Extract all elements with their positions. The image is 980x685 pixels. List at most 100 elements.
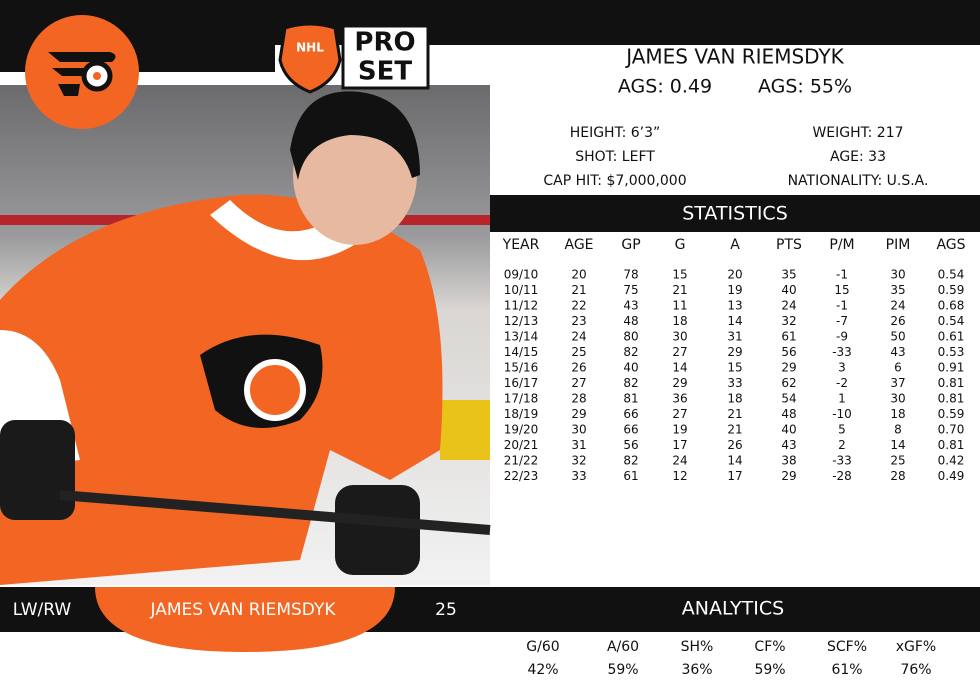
- stat-cell: 56: [623, 438, 638, 452]
- stat-cell: 0.81: [938, 376, 965, 390]
- player-name: JAMES VAN RIEMSDYK: [624, 45, 844, 69]
- league-logo-text: NHL: [296, 41, 324, 55]
- stat-cell: 36: [672, 392, 687, 406]
- stat-cell: 82: [623, 376, 638, 390]
- analytics-value: 42%: [527, 662, 558, 678]
- stat-cell: 0.91: [938, 361, 965, 375]
- stat-cell: 25: [571, 345, 586, 359]
- stat-cell: 24: [672, 454, 687, 468]
- stat-cell: 15: [672, 268, 687, 282]
- stat-cell: 23: [571, 314, 586, 328]
- stat-cell: 27: [672, 407, 687, 421]
- stat-header: AGS: [936, 237, 965, 253]
- stat-cell: 38: [781, 454, 796, 468]
- analytics-value: 36%: [681, 662, 712, 678]
- stat-header: G: [675, 237, 686, 253]
- stat-cell: 14: [672, 361, 687, 375]
- stat-cell: 32: [571, 454, 586, 468]
- analytics-value: 59%: [607, 662, 638, 678]
- stat-cell: 30: [890, 392, 905, 406]
- stat-cell: 27: [672, 345, 687, 359]
- stat-cell: 82: [623, 454, 638, 468]
- stat-cell: 30: [571, 423, 586, 437]
- stat-cell: 0.59: [938, 283, 965, 297]
- stat-cell: 26: [890, 314, 905, 328]
- stat-cell: 19/20: [504, 423, 539, 437]
- stat-cell: 31: [571, 438, 586, 452]
- stat-cell: 40: [623, 361, 638, 375]
- stat-cell: 62: [781, 376, 796, 390]
- stat-cell: 50: [890, 330, 905, 344]
- stat-cell: 13: [727, 299, 742, 313]
- stat-header: YEAR: [502, 237, 540, 253]
- stat-header: AGE: [564, 237, 593, 253]
- stat-cell: 20/21: [504, 438, 539, 452]
- stat-cell: 17: [727, 469, 742, 483]
- stat-cell: 54: [781, 392, 796, 406]
- stat-cell: 21/22: [504, 454, 539, 468]
- stat-cell: 0.70: [938, 423, 965, 437]
- proset-logo: NHL PRO SET: [278, 22, 430, 94]
- stat-cell: 0.68: [938, 299, 965, 313]
- stat-cell: 35: [890, 283, 905, 297]
- stat-cell: 2: [838, 438, 846, 452]
- stat-cell: 14: [727, 454, 742, 468]
- stat-cell: 12/13: [504, 314, 539, 328]
- stat-cell: 26: [727, 438, 742, 452]
- stat-cell: -2: [836, 376, 848, 390]
- stat-cell: -1: [836, 299, 848, 313]
- stat-cell: 21: [672, 283, 687, 297]
- stat-cell: 56: [781, 345, 796, 359]
- stat-header: PTS: [776, 237, 802, 253]
- stat-cell: 66: [623, 407, 638, 421]
- stat-cell: 30: [890, 268, 905, 282]
- statistics-title: STATISTICS: [682, 203, 788, 225]
- stat-cell: 30: [672, 330, 687, 344]
- stat-cell: 12: [672, 469, 687, 483]
- stat-cell: 61: [623, 469, 638, 483]
- stat-cell: 14: [727, 314, 742, 328]
- stat-cell: 31: [727, 330, 742, 344]
- stat-cell: 82: [623, 345, 638, 359]
- stat-cell: 21: [727, 407, 742, 421]
- stat-cell: 40: [781, 423, 796, 437]
- analytics-header: G/60: [526, 639, 559, 655]
- stat-cell: 0.49: [938, 469, 965, 483]
- stat-cell: -33: [832, 454, 852, 468]
- stat-cell: 0.54: [938, 314, 965, 328]
- name-plate: [95, 587, 395, 652]
- footer-name: JAMES VAN RIEMSDYK: [150, 600, 337, 620]
- age: AGE: 33: [830, 149, 886, 165]
- analytics-header: xGF%: [896, 639, 937, 655]
- stat-cell: 22: [571, 299, 586, 313]
- stat-cell: 66: [623, 423, 638, 437]
- brand-top: PRO: [354, 28, 415, 58]
- stat-cell: 17/18: [504, 392, 539, 406]
- stat-cell: 1: [838, 392, 846, 406]
- stat-cell: 18/19: [504, 407, 539, 421]
- stat-cell: 29: [781, 361, 796, 375]
- stat-cell: 33: [571, 469, 586, 483]
- stat-cell: 33: [727, 376, 742, 390]
- stat-cell: 09/10: [504, 268, 539, 282]
- stat-cell: 32: [781, 314, 796, 328]
- stat-cell: 22/23: [504, 469, 539, 483]
- stat-cell: 81: [623, 392, 638, 406]
- stat-cell: 15: [834, 283, 849, 297]
- stat-cell: 0.61: [938, 330, 965, 344]
- stat-cell: 0.81: [938, 438, 965, 452]
- stat-cell: 0.54: [938, 268, 965, 282]
- analytics-value: 61%: [831, 662, 862, 678]
- stat-cell: 19: [672, 423, 687, 437]
- stat-cell: 28: [571, 392, 586, 406]
- stat-header: PIM: [886, 237, 911, 253]
- stat-cell: 3: [838, 361, 846, 375]
- stat-cell: 21: [727, 423, 742, 437]
- stat-cell: 27: [571, 376, 586, 390]
- stat-header: A: [730, 237, 740, 253]
- stat-cell: 11: [672, 299, 687, 313]
- stat-cell: 5: [838, 423, 846, 437]
- stat-cell: 29: [672, 376, 687, 390]
